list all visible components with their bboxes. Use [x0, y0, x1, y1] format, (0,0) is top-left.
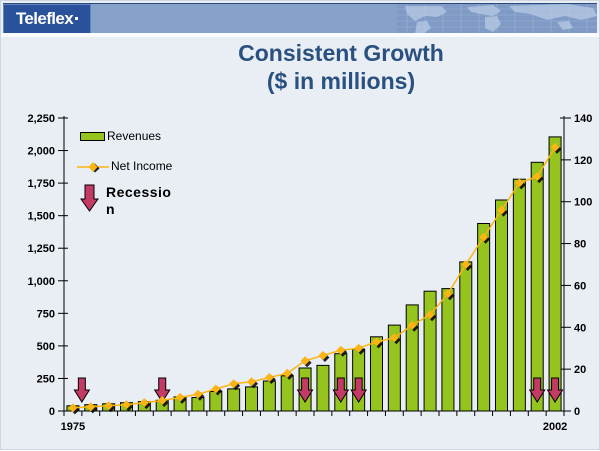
- revenue-bar-1984: [227, 388, 241, 412]
- right-axis-label: 60: [574, 280, 586, 292]
- net-income-marker-1995: [425, 310, 435, 320]
- right-axis-label: 120: [574, 155, 592, 167]
- net-income-marker-1975: [68, 403, 78, 413]
- world-map-graphic: [397, 4, 597, 33]
- left-axis-label: 1,250: [27, 243, 55, 255]
- legend-revenues-label: Revenues: [107, 129, 162, 143]
- legend-diamond: [88, 162, 98, 172]
- recession-arrow-2001: [528, 377, 546, 403]
- revenue-bar-1992: [370, 336, 383, 412]
- revenue-bar-1999: [495, 199, 508, 412]
- revenue-bar-1997: [459, 261, 473, 412]
- logo-trademark-dot: [75, 17, 79, 20]
- net-income-marker-1994: [407, 320, 417, 330]
- right-axis-label: 40: [574, 322, 586, 334]
- net-income-marker-1980: [157, 396, 167, 406]
- legend-item-net-income: Net Income: [77, 159, 172, 173]
- revenue-bar-2000: [512, 178, 526, 412]
- recession-arrow-1988: [296, 377, 314, 403]
- revenue-bar-2002: [548, 136, 562, 412]
- left-axis-label: 2,000: [27, 146, 55, 158]
- legend-recession-arrow: [80, 184, 99, 212]
- revenue-bar-1996: [441, 288, 455, 412]
- right-axis-label: 0: [574, 406, 580, 418]
- header-divider: [1, 33, 599, 37]
- right-axis-label: 20: [574, 364, 586, 376]
- recession-arrow-1975.5: [73, 377, 91, 403]
- left-axis-label: 0: [49, 406, 55, 418]
- legend-item-recession: Recession: [80, 184, 174, 218]
- net-income-marker-1991: [354, 343, 364, 353]
- revenue-bar-1986: [262, 380, 276, 412]
- net-income-marker-1997: [461, 260, 471, 269]
- left-axis-label: 500: [37, 341, 55, 353]
- left-axis-label: 2,250: [27, 113, 55, 125]
- recession-arrow-2002: [546, 377, 564, 403]
- right-axis-label: 140: [574, 113, 592, 125]
- net-income-marker-2000: [514, 178, 524, 188]
- slide-title: Consistent Growth ($ in millions): [81, 39, 600, 95]
- legend-item-revenues: Revenues: [80, 129, 161, 143]
- net-income-marker-1999: [497, 205, 506, 215]
- net-income-marker-1984: [229, 379, 239, 389]
- right-axis-label: 100: [574, 197, 592, 209]
- net-income-marker-1992: [372, 337, 381, 347]
- title-line-2: ($ in millions): [266, 68, 416, 94]
- revenue-bar-1995: [423, 290, 437, 412]
- net-income-marker-2002: [550, 142, 560, 152]
- recession-arrow-1991: [350, 377, 368, 403]
- revenue-bar-1998: [477, 223, 491, 412]
- header-band: Teleflex: [3, 3, 597, 33]
- net-income-marker-1987: [282, 368, 292, 378]
- revenue-bar-1993: [387, 324, 401, 412]
- revenue-bar-1982: [191, 397, 205, 412]
- net-income-marker-1996: [443, 289, 453, 299]
- left-axis-label: 1,500: [27, 211, 55, 223]
- net-income-marker-1986: [264, 373, 274, 383]
- left-axis-label: 250: [37, 373, 55, 385]
- left-axis-label: 1,000: [27, 276, 55, 288]
- net-income-marker-1993: [389, 333, 399, 343]
- legend-net-income-label: Net Income: [111, 159, 173, 173]
- net-income-marker-1979: [139, 398, 149, 408]
- net-income-marker-1977: [104, 401, 114, 411]
- net-income-marker-2001: [532, 172, 542, 182]
- revenues-swatch-icon: [80, 131, 105, 141]
- x-axis-label-1975: 1975: [61, 421, 85, 433]
- net-income-marker-1998: [479, 232, 489, 242]
- net-income-marker-1988: [300, 356, 310, 366]
- revenue-bar-2001: [530, 161, 544, 412]
- net-income-marker-1983: [211, 384, 221, 394]
- net-income-marker-1990: [336, 345, 346, 355]
- teleflex-logo: Teleflex: [3, 4, 91, 33]
- revenue-bar-1983: [209, 391, 223, 412]
- right-axis-label: 80: [574, 239, 586, 251]
- net-income-marker-1982: [193, 389, 203, 399]
- net-income-marker-1978: [122, 400, 131, 410]
- recession-arrow-icon: [80, 184, 99, 212]
- legend-recession-label: Recession: [106, 184, 172, 217]
- left-axis-label: 750: [37, 308, 55, 320]
- net-income-marker-1976: [86, 402, 96, 412]
- title-line-1: Consistent Growth: [238, 40, 444, 66]
- left-axis-label: 1,750: [27, 178, 55, 190]
- recession-arrow-1980: [153, 377, 171, 403]
- revenue-bar-1994: [405, 304, 419, 412]
- revenue-bar-1985: [245, 386, 258, 412]
- growth-chart: 0 250 500 750 1,000 1,250 1,500 1,750 2,000 2,250…: [27, 113, 592, 433]
- net-income-line: [72, 146, 556, 409]
- net-income-marker-1981: [175, 392, 185, 402]
- net-income-line-icon: [77, 162, 109, 173]
- teleflex-logo-text: Teleflex: [15, 9, 74, 28]
- x-axis-label-2002: 2002: [543, 421, 567, 433]
- revenue-bar-1989: [316, 364, 330, 412]
- net-income-marker-1985: [247, 377, 256, 387]
- revenue-bar-1987: [280, 375, 294, 412]
- net-income-marker-1989: [318, 351, 328, 361]
- recession-arrow-1990: [332, 377, 350, 403]
